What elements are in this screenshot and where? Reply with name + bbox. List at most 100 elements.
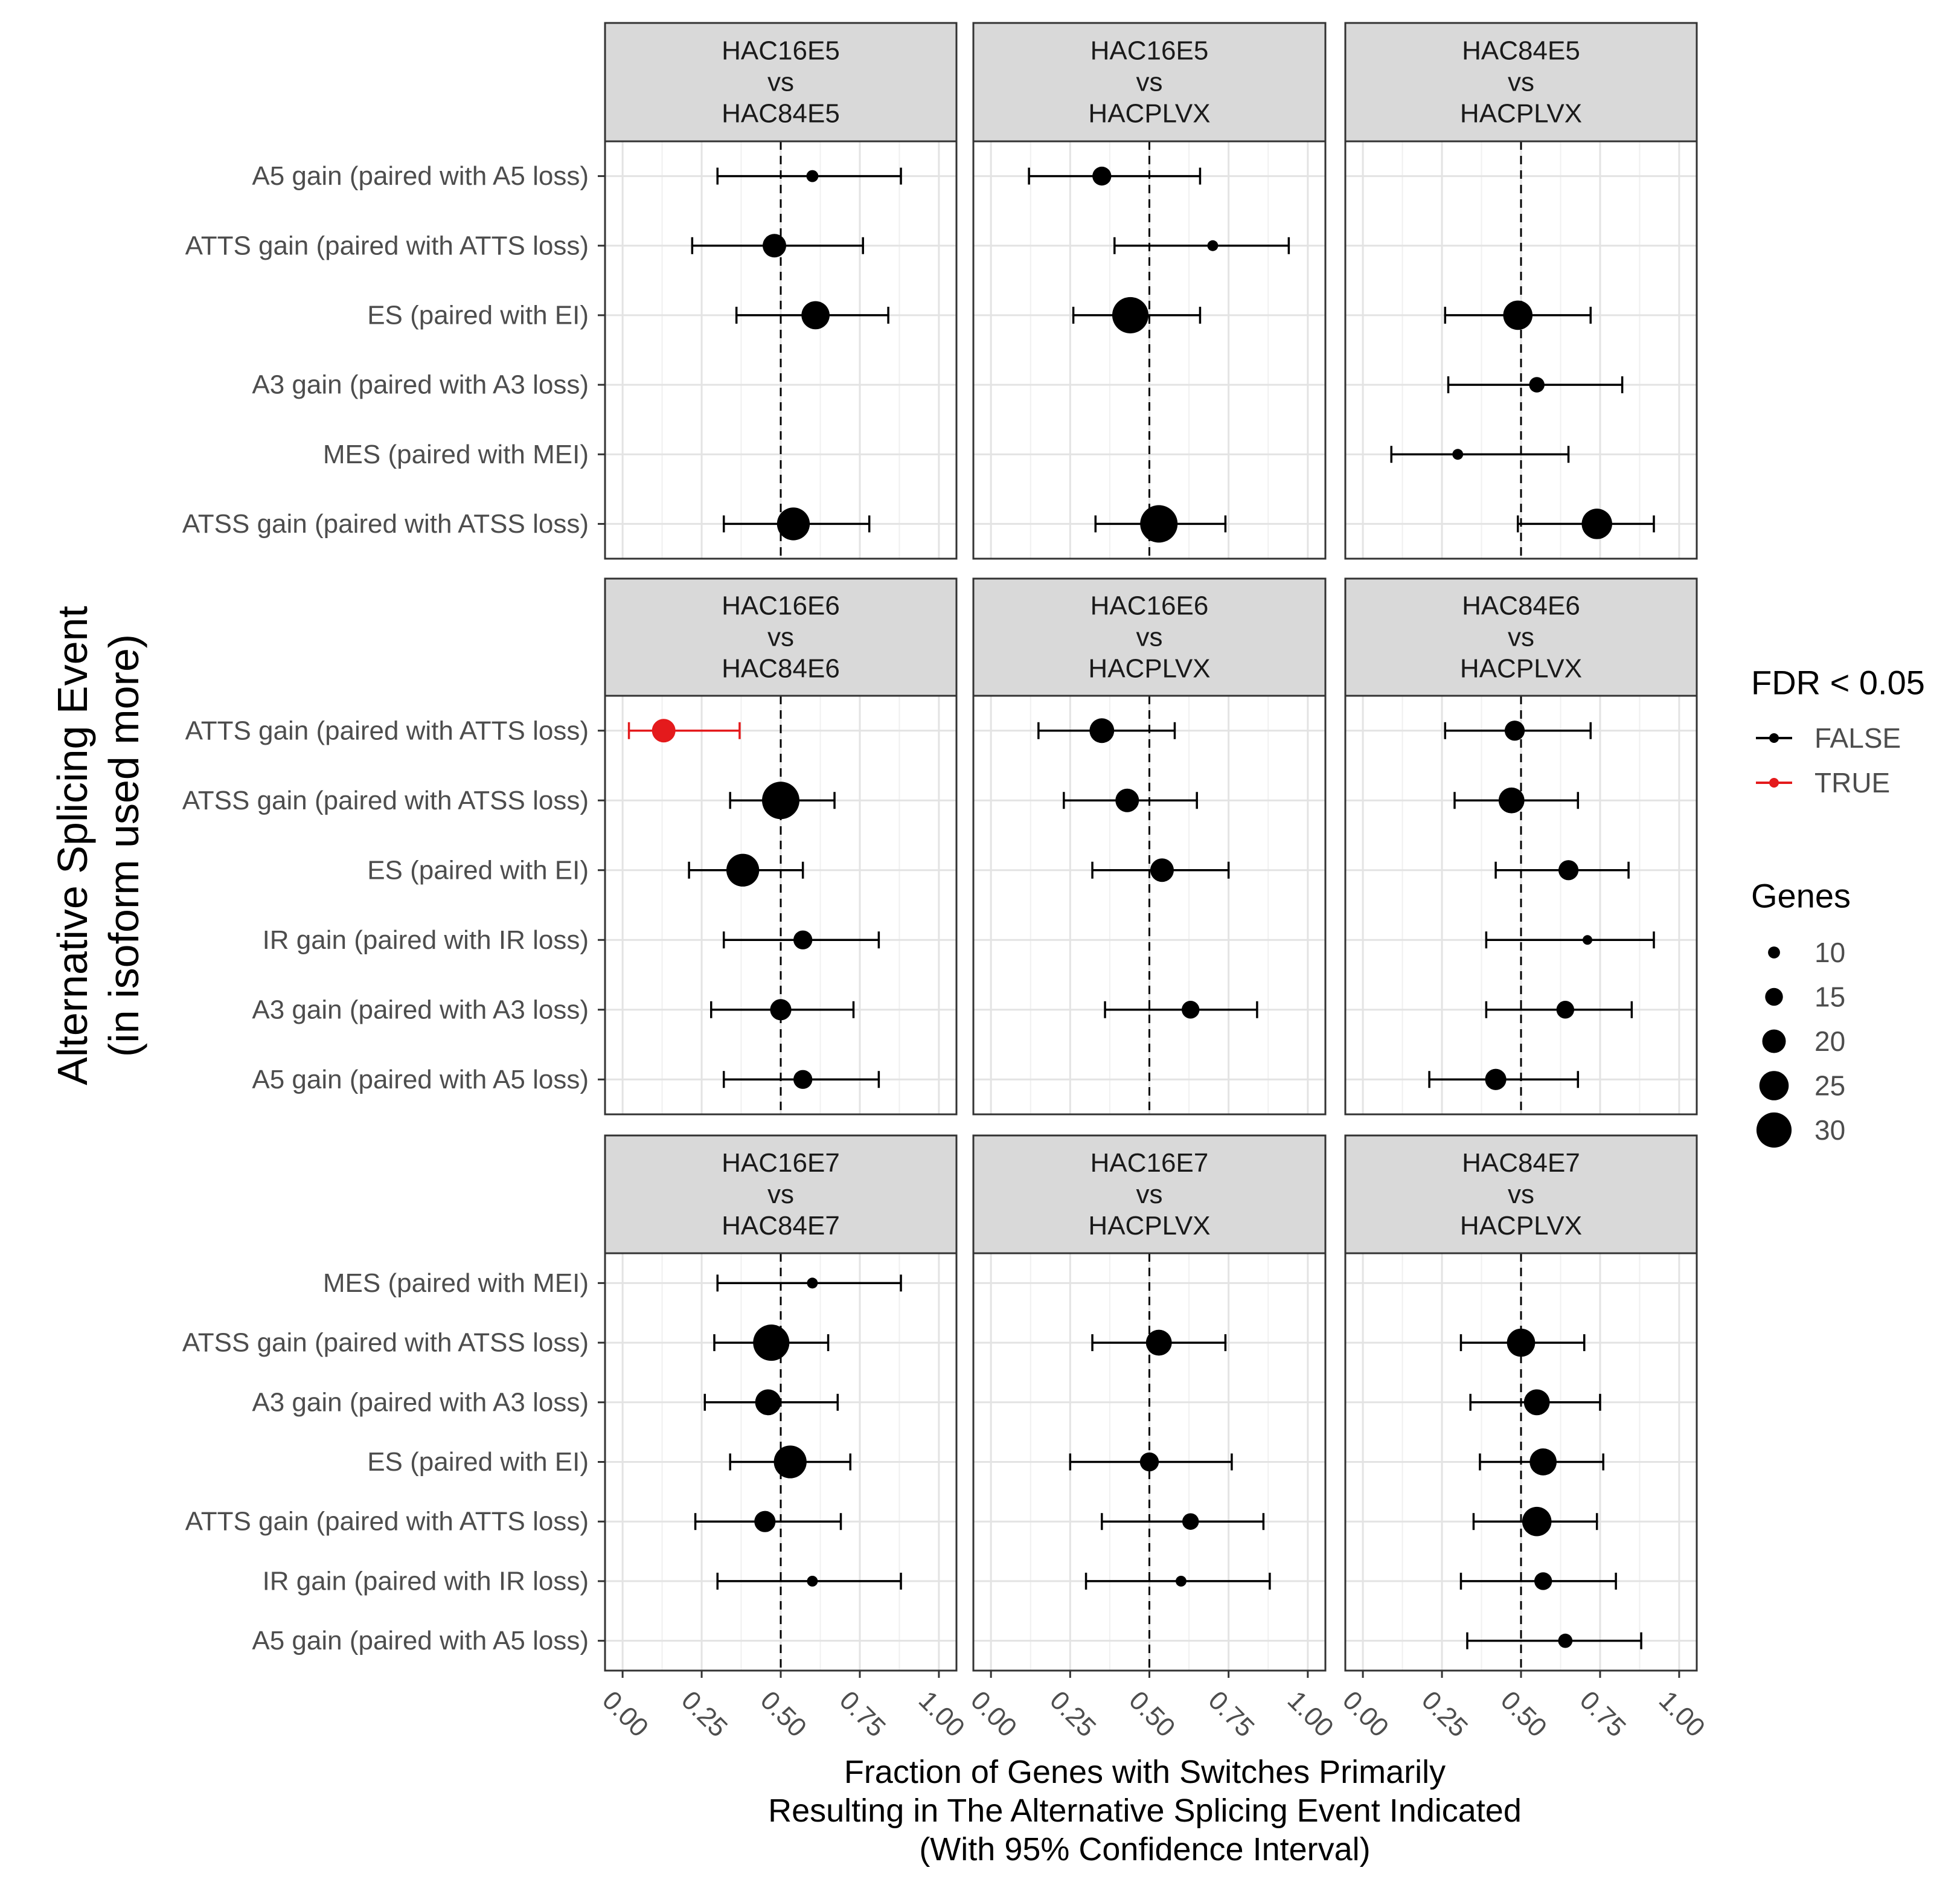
facet-strip [1344, 577, 1698, 697]
facet-strip-label: vs [767, 1180, 794, 1209]
panel-border [972, 695, 1327, 1116]
facet-strip-label: vs [1508, 623, 1534, 652]
x-axis-title: (With 95% Confidence Interval) [919, 1831, 1370, 1867]
data-point [1452, 449, 1464, 460]
data-point [806, 170, 819, 182]
facet-strip [1344, 1134, 1698, 1254]
legend-size-key [1759, 1071, 1789, 1100]
y-category-label: ATSS gain (paired with ATSS loss) [182, 786, 589, 815]
legend-label-genes: 30 [1814, 1114, 1845, 1146]
data-point [1582, 935, 1592, 945]
facet-strip-label: HAC84E5 [722, 99, 840, 129]
legend-label-genes: 20 [1814, 1026, 1845, 1057]
facet-strip-label: HAC84E7 [1462, 1148, 1580, 1178]
y-category-label: ATSS gain (paired with ATSS loss) [182, 509, 589, 539]
facet-strip-label: vs [1136, 1180, 1163, 1209]
panel-border [1344, 140, 1698, 560]
y-category-label: MES (paired with MEI) [323, 440, 589, 469]
y-category-label: ATTS gain (paired with ATTS loss) [185, 716, 589, 745]
data-point [1556, 1001, 1575, 1019]
facet-strip-label: HAC16E6 [1090, 591, 1209, 621]
legend-label-fdr: FALSE [1814, 722, 1901, 754]
legend-size-key [1756, 1112, 1792, 1148]
data-point [1522, 1506, 1552, 1537]
data-point [1485, 1068, 1507, 1090]
y-category-label: A5 gain (paired with A5 loss) [252, 161, 589, 191]
y-category-label: ES (paired with EI) [367, 300, 589, 330]
data-point [1504, 721, 1525, 741]
data-point [1558, 860, 1579, 881]
data-point [1115, 788, 1139, 812]
data-point [754, 1511, 776, 1532]
facet-strip [604, 1134, 958, 1254]
y-axis-title: (in isoform used more) [100, 634, 147, 1057]
legend-title-genes: Genes [1751, 877, 1851, 915]
data-point [1534, 1572, 1552, 1590]
legend-key-point [1769, 778, 1779, 788]
y-category-label: ATSS gain (paired with ATSS loss) [182, 1328, 589, 1358]
data-point [793, 1070, 813, 1089]
data-point [773, 1445, 807, 1479]
facet-strip [1344, 22, 1698, 143]
data-point [793, 930, 813, 949]
data-point [1145, 1329, 1172, 1356]
data-point [1089, 718, 1115, 743]
data-point [1139, 1452, 1159, 1472]
data-point [1176, 1575, 1187, 1587]
y-category-label: A5 gain (paired with A5 loss) [252, 1626, 589, 1655]
data-point [1529, 377, 1545, 393]
data-point [1529, 1448, 1557, 1476]
data-point [1503, 300, 1533, 330]
data-point [1507, 1328, 1536, 1357]
data-point [1558, 1633, 1573, 1648]
data-point [1092, 166, 1112, 186]
data-point [1182, 1513, 1199, 1530]
facet-strip-label: HAC84E5 [1462, 36, 1580, 66]
facet-strip [604, 577, 958, 697]
facet-strip-label: HAC84E7 [722, 1211, 840, 1241]
data-point [1498, 787, 1525, 814]
data-point [753, 1325, 790, 1361]
facet-strip-label: HACPLVX [1088, 99, 1210, 129]
facet-strip-label: vs [767, 68, 794, 97]
facet-strip-label: HAC16E7 [722, 1148, 840, 1178]
data-point [1112, 297, 1149, 333]
legend-title-fdr: FDR < 0.05 [1751, 664, 1925, 702]
data-point [1150, 858, 1174, 882]
facet-strip-label: vs [1508, 1180, 1534, 1209]
facet-strip-label: HAC16E6 [722, 591, 840, 621]
legend-label-fdr: TRUE [1814, 767, 1890, 798]
y-category-label: MES (paired with MEI) [323, 1268, 589, 1298]
y-category-label: ES (paired with EI) [367, 1447, 589, 1477]
data-point [762, 782, 799, 820]
data-point [1581, 509, 1612, 539]
facet-strip-label: vs [767, 623, 794, 652]
data-point [807, 1277, 818, 1289]
y-category-label: A3 gain (paired with A3 loss) [252, 995, 589, 1024]
facet-strip [604, 22, 958, 143]
facet-strip-label: HAC84E6 [722, 654, 840, 684]
legend-key-point [1769, 733, 1779, 743]
y-category-label: ATTS gain (paired with ATTS loss) [185, 231, 589, 260]
data-point [652, 719, 676, 743]
legend-size-key [1765, 987, 1783, 1006]
data-point [770, 999, 792, 1021]
y-category-label: A3 gain (paired with A3 loss) [252, 370, 589, 400]
y-category-label: A3 gain (paired with A3 loss) [252, 1387, 589, 1417]
data-point [1182, 1001, 1200, 1019]
facet-strip [972, 22, 1327, 143]
data-point [777, 507, 810, 541]
panel-border [604, 695, 958, 1116]
x-axis-title: Fraction of Genes with Switches Primaril… [844, 1754, 1446, 1790]
legend-label-genes: 10 [1814, 937, 1845, 968]
y-category-label: ATTS gain (paired with ATTS loss) [185, 1507, 589, 1537]
y-category-label: IR gain (paired with IR loss) [263, 1566, 589, 1596]
facet-strip [972, 1134, 1327, 1254]
data-point [726, 853, 760, 887]
panel-border [604, 140, 958, 560]
facet-strip-label: HAC16E7 [1090, 1148, 1209, 1178]
